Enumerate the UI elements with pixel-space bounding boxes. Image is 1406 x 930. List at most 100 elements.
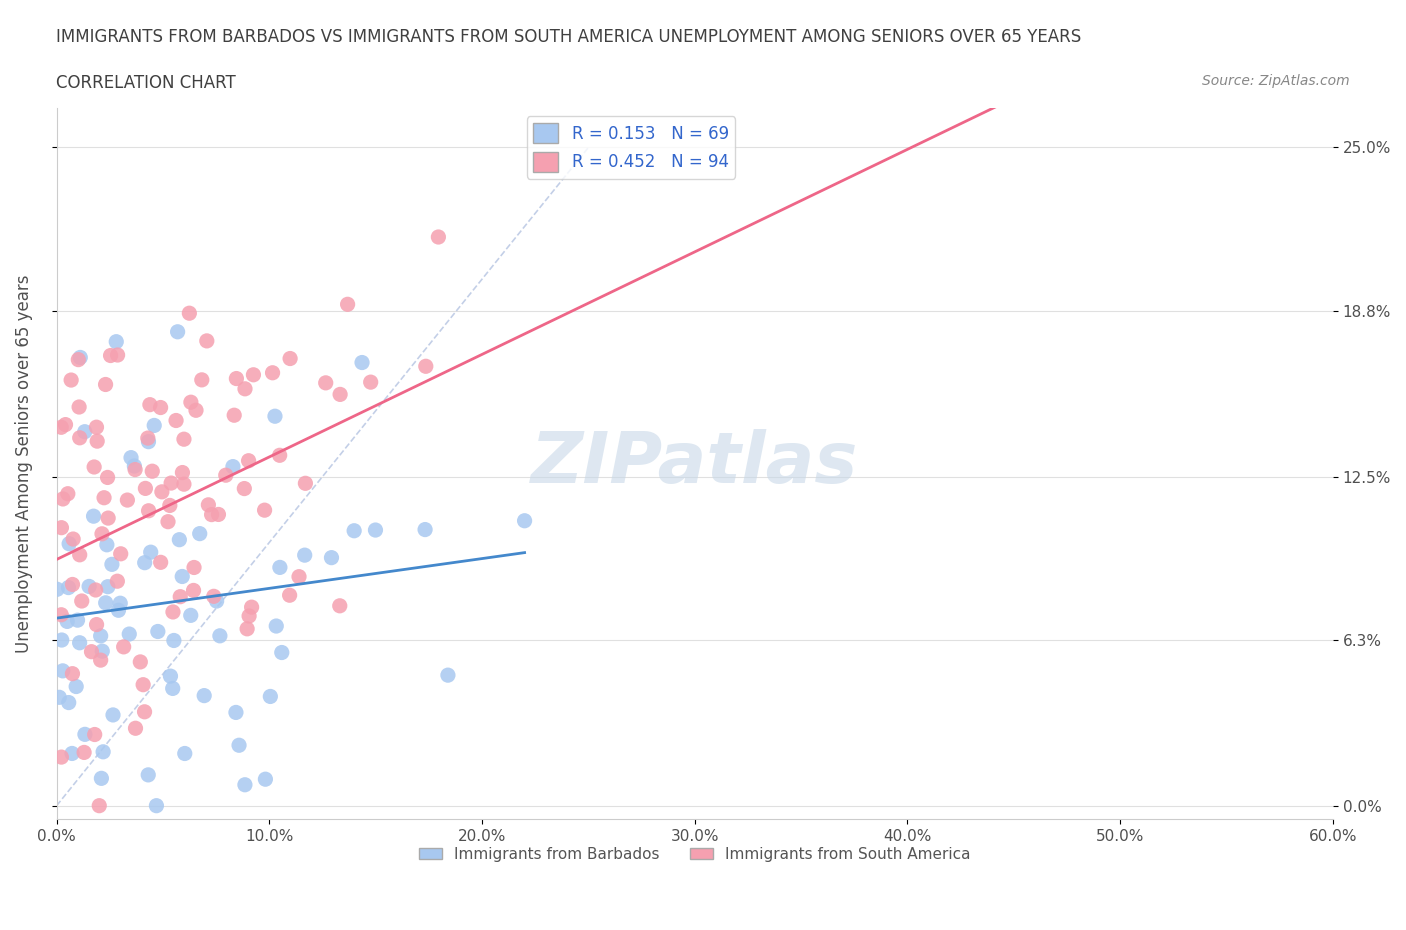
Point (225, 371, 247, 386)
Point (141, 464, 163, 479)
Point (180, 608, 202, 623)
Point (90, 771, 112, 786)
Point (83, 727, 105, 742)
Text: CORRELATION CHART: CORRELATION CHART (56, 74, 236, 92)
Point (51, 520, 73, 535)
Point (52, 492, 75, 507)
Point (360, 375, 382, 390)
Point (270, 645, 292, 660)
Point (94, 377, 117, 392)
Point (139, 397, 162, 412)
Point (80, 644, 103, 659)
Point (143, 418, 166, 432)
Point (264, 618, 287, 633)
Point (48, 690, 70, 705)
Point (83, 459, 105, 474)
Point (60, 746, 83, 761)
Point (195, 334, 218, 349)
Point (173, 477, 195, 492)
Text: Source: ZipAtlas.com: Source: ZipAtlas.com (1202, 74, 1350, 88)
Point (86, 419, 108, 434)
Point (315, 376, 337, 391)
Point (437, 668, 460, 683)
Point (163, 633, 186, 648)
Point (136, 767, 159, 782)
Point (254, 772, 277, 787)
Point (329, 387, 352, 402)
Point (149, 555, 172, 570)
Point (329, 598, 352, 613)
Point (233, 381, 256, 396)
Point (67, 352, 90, 367)
Point (169, 590, 191, 604)
Point (343, 524, 366, 538)
Point (86, 433, 108, 448)
Text: IMMIGRANTS FROM BARBADOS VS IMMIGRANTS FROM SOUTH AMERICA UNEMPLOYMENT AMONG SEN: IMMIGRANTS FROM BARBADOS VS IMMIGRANTS F… (56, 28, 1081, 46)
Point (259, 689, 281, 704)
Point (84, 582, 107, 597)
Point (513, 513, 536, 528)
Point (149, 400, 172, 415)
Point (160, 475, 183, 490)
Point (62, 532, 84, 547)
Point (278, 352, 301, 366)
Point (364, 523, 387, 538)
Point (173, 746, 195, 761)
Y-axis label: Unemployment Among Seniors over 65 years: Unemployment Among Seniors over 65 years (15, 274, 32, 653)
Point (55, 418, 77, 432)
Point (172, 569, 194, 584)
Point (197, 498, 219, 512)
Point (288, 569, 311, 584)
Point (73, 424, 96, 439)
Point (179, 306, 201, 321)
Point (162, 604, 184, 619)
Point (46, 582, 69, 597)
Point (208, 629, 231, 644)
Point (89, 798, 111, 813)
Point (238, 453, 260, 468)
Point (207, 507, 229, 522)
Point (269, 448, 291, 463)
Point (124, 721, 146, 736)
Point (69, 431, 91, 445)
Point (69, 548, 91, 563)
Point (172, 465, 194, 480)
Point (73, 745, 96, 760)
Point (233, 481, 256, 496)
Point (70, 593, 93, 608)
Point (67, 400, 90, 415)
Point (51, 607, 73, 622)
Point (225, 705, 247, 720)
Point (205, 593, 228, 608)
Point (112, 640, 135, 655)
Point (56, 486, 79, 501)
Point (139, 545, 162, 560)
Point (86, 618, 108, 632)
Point (101, 708, 124, 723)
Point (238, 608, 260, 623)
Point (94, 595, 117, 610)
Point (294, 476, 316, 491)
Point (262, 365, 284, 380)
Point (105, 574, 128, 589)
Point (240, 600, 263, 615)
Point (180, 394, 202, 409)
Point (215, 468, 238, 483)
Point (200, 507, 222, 522)
Point (169, 532, 191, 547)
Point (165, 413, 187, 428)
Point (51, 750, 73, 764)
Point (159, 669, 181, 684)
Point (350, 355, 373, 370)
Point (183, 583, 205, 598)
Point (66, 613, 89, 628)
Point (120, 450, 142, 465)
Point (427, 230, 450, 245)
Point (173, 432, 195, 446)
Point (117, 493, 139, 508)
Point (166, 325, 188, 339)
Point (97, 470, 120, 485)
Point (159, 498, 181, 512)
Point (97, 579, 120, 594)
Point (96, 538, 118, 552)
